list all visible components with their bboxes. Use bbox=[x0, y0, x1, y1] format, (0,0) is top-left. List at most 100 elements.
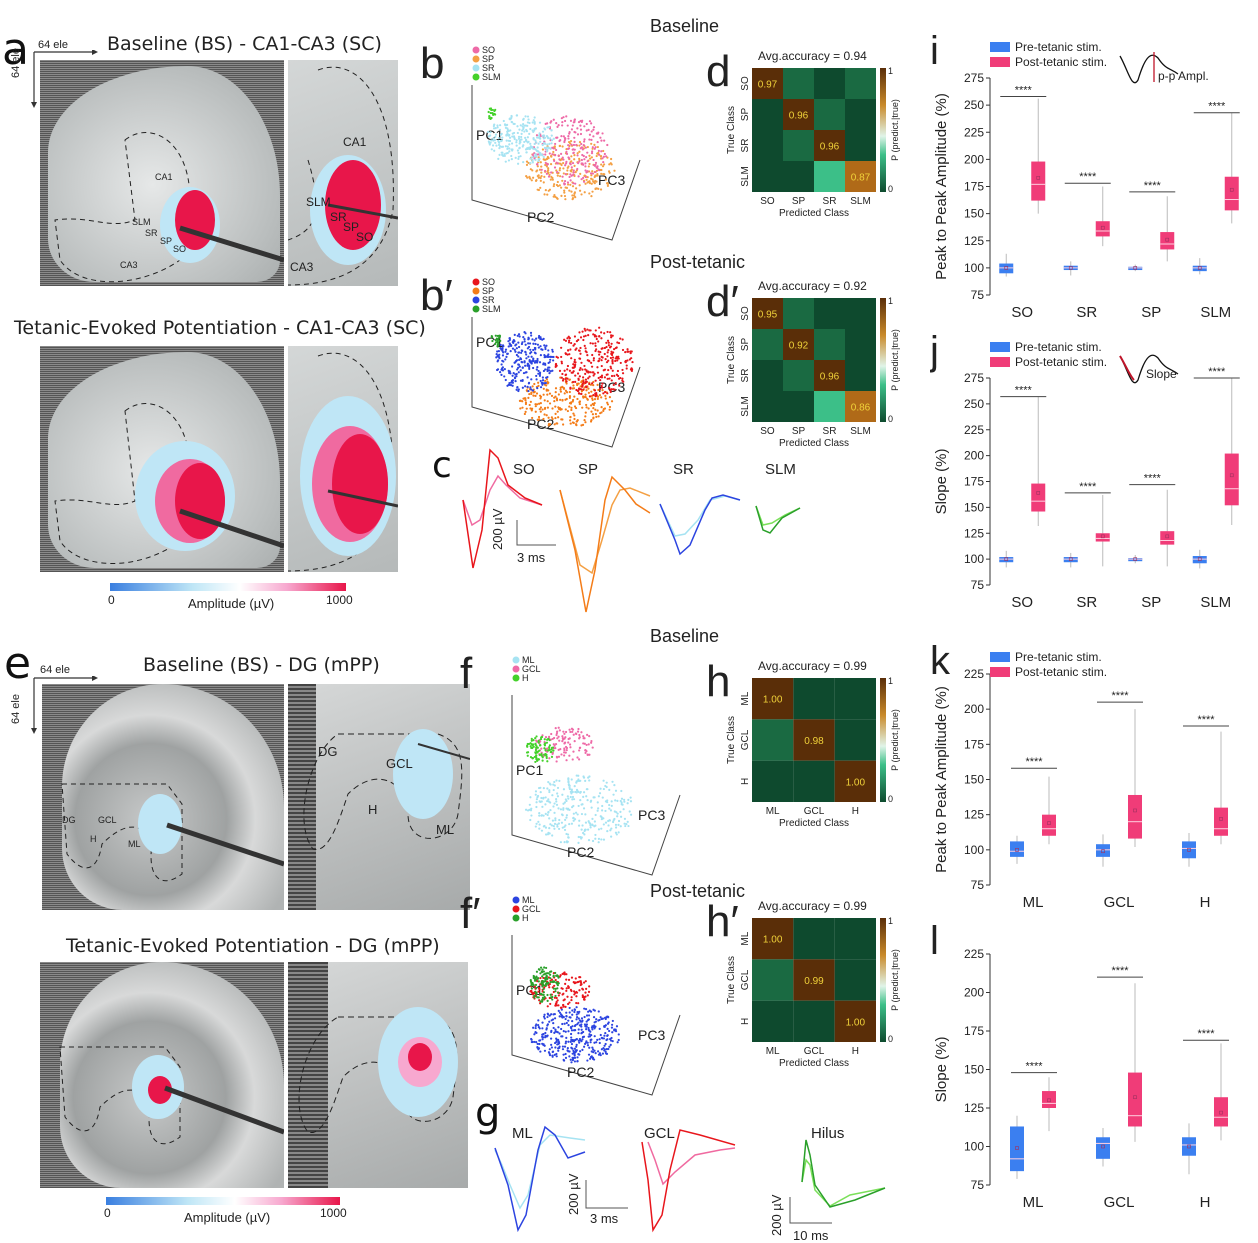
cm-colorbar bbox=[880, 298, 886, 422]
scatter-point bbox=[577, 377, 580, 380]
scatter-point bbox=[610, 374, 614, 378]
scatter-point bbox=[531, 156, 534, 159]
scatter-point bbox=[602, 779, 605, 782]
scatter-point bbox=[556, 410, 559, 413]
scatter-point bbox=[614, 799, 617, 802]
scatter-point bbox=[565, 989, 568, 992]
scatter-point bbox=[568, 1006, 571, 1010]
scatter-point bbox=[597, 388, 600, 392]
scatter-point bbox=[599, 412, 602, 415]
axis-pc3: PC3 bbox=[638, 1027, 665, 1043]
scatter-point bbox=[546, 143, 549, 146]
scatter-point bbox=[574, 171, 577, 174]
scatter-point bbox=[529, 980, 533, 983]
scatter-point bbox=[548, 372, 551, 375]
scatter-point bbox=[538, 800, 541, 803]
cm-cell bbox=[845, 161, 876, 192]
scatter-point bbox=[619, 337, 622, 340]
scatter-point bbox=[537, 336, 540, 339]
scatter-point bbox=[590, 395, 593, 398]
scatter-point bbox=[537, 990, 540, 993]
scatter-point bbox=[591, 342, 594, 345]
scatter-point bbox=[533, 121, 536, 124]
cm-cell bbox=[845, 68, 876, 99]
scatter-point bbox=[588, 170, 591, 173]
box-iqr bbox=[1031, 483, 1046, 512]
scatter-point bbox=[591, 413, 595, 416]
trace-label-sp: SP bbox=[578, 461, 599, 478]
scatter-point bbox=[622, 808, 625, 811]
scatter-point bbox=[518, 139, 521, 143]
scatter-point bbox=[505, 134, 508, 137]
scatter-point bbox=[553, 984, 556, 987]
box-mean bbox=[1133, 1095, 1137, 1100]
scatter-point bbox=[532, 359, 535, 363]
scatter-point bbox=[596, 132, 599, 135]
scatter-point bbox=[535, 1023, 538, 1026]
scatter-point bbox=[531, 746, 534, 750]
scatter-point bbox=[575, 143, 578, 147]
cm-ytick: GCL bbox=[740, 729, 751, 750]
scatter-point bbox=[576, 154, 579, 157]
scatter-point bbox=[563, 191, 566, 194]
scatter-point bbox=[573, 140, 576, 143]
cm-xtick: H bbox=[852, 806, 859, 817]
scatter-point bbox=[578, 976, 581, 979]
scatter-point bbox=[560, 362, 564, 365]
scatter-point bbox=[566, 795, 569, 798]
scatter-point bbox=[539, 386, 543, 389]
scatter-point bbox=[582, 795, 585, 798]
scatter-point bbox=[547, 361, 550, 365]
scatter-point bbox=[536, 366, 539, 369]
scatter-point bbox=[536, 149, 539, 153]
scatter-point bbox=[546, 800, 549, 803]
scatter-point bbox=[559, 808, 563, 811]
cm-cell bbox=[814, 68, 845, 99]
scatter-point bbox=[529, 331, 533, 334]
scatter-point bbox=[582, 981, 586, 984]
scatter-point bbox=[558, 1011, 562, 1014]
scatter-point bbox=[565, 382, 568, 385]
scatter-point bbox=[558, 729, 561, 732]
scatter-point bbox=[549, 1037, 553, 1040]
scatter-point bbox=[541, 984, 544, 987]
scatter-point bbox=[572, 1029, 576, 1032]
scatter-point bbox=[535, 746, 538, 749]
scatter-point bbox=[557, 1026, 560, 1029]
scatter-point bbox=[506, 147, 509, 150]
scatter-point bbox=[523, 130, 526, 133]
box-iqr bbox=[1042, 814, 1056, 836]
scatter-point bbox=[600, 1036, 603, 1039]
scatter-point bbox=[598, 1038, 601, 1041]
scatter-point bbox=[582, 176, 585, 179]
colorbar-dg-min: 0 bbox=[104, 1206, 111, 1220]
scatter-point bbox=[534, 976, 538, 979]
scatter-point bbox=[557, 1049, 560, 1052]
scatter-point bbox=[511, 135, 514, 138]
scatter-point bbox=[532, 176, 535, 179]
scatter-point bbox=[558, 1015, 561, 1018]
scatter-point bbox=[531, 161, 534, 164]
scatter-point bbox=[559, 388, 562, 391]
scatter-point bbox=[587, 334, 590, 337]
scatter-point bbox=[624, 351, 627, 354]
scatter-point bbox=[528, 367, 531, 370]
scatter-point bbox=[578, 189, 582, 192]
scatter-point bbox=[582, 996, 585, 999]
scatter-point bbox=[550, 175, 553, 178]
scatter-point bbox=[599, 1016, 602, 1019]
scatter-point bbox=[556, 125, 559, 129]
scatter-point bbox=[552, 1026, 555, 1030]
scatter-point bbox=[549, 977, 552, 980]
scatter-point bbox=[546, 833, 550, 836]
scatter-point bbox=[538, 371, 542, 374]
scatter-point bbox=[570, 371, 573, 374]
scatter-point bbox=[542, 970, 545, 973]
scatter-point bbox=[553, 423, 556, 426]
scatter-point bbox=[527, 337, 530, 340]
scatter-point bbox=[577, 392, 581, 395]
scatter-point bbox=[517, 333, 521, 336]
scatter-point bbox=[517, 341, 520, 344]
scatter-point bbox=[584, 1008, 588, 1011]
scatter-point bbox=[498, 353, 501, 356]
